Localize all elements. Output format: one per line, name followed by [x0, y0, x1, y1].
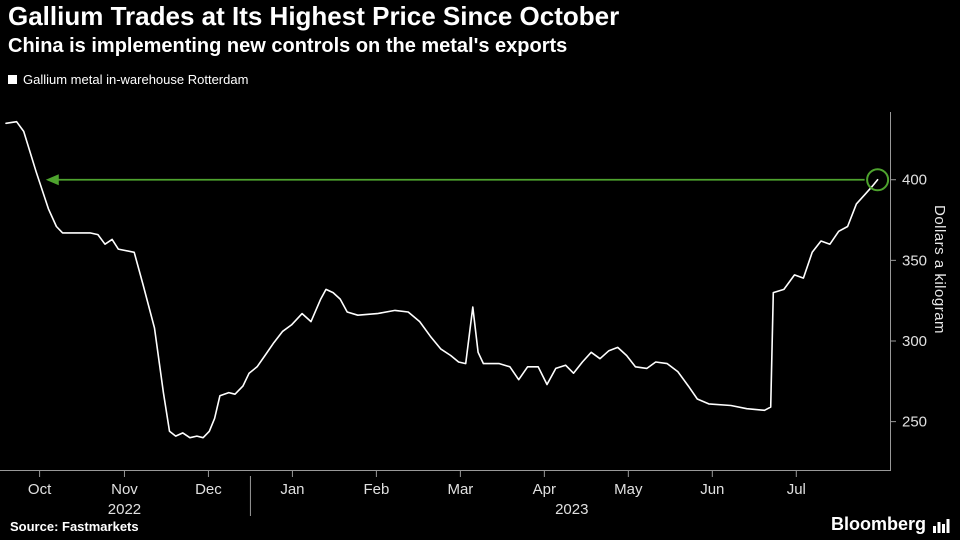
chart-title: Gallium Trades at Its Highest Price Sinc…	[8, 1, 620, 31]
x-tick-label: Dec	[195, 481, 222, 498]
x-tick-label: May	[614, 481, 643, 498]
x-tick-label: Nov	[111, 481, 138, 498]
year-label: 2022	[108, 501, 141, 518]
x-tick-label: Feb	[363, 481, 389, 498]
x-tick-label: Jan	[280, 481, 304, 498]
annotation-arrowhead	[45, 174, 59, 186]
annotation-highlight-circle	[866, 168, 890, 192]
legend-swatch-icon	[8, 75, 17, 84]
legend: Gallium metal in-warehouse Rotterdam	[8, 72, 248, 87]
chart-subtitle: China is implementing new controls on th…	[8, 35, 568, 57]
bloomberg-watermark: Bloomberg	[831, 514, 950, 535]
x-tick-label: Jun	[700, 481, 724, 498]
y-tick-label: 400	[902, 172, 927, 189]
year-label: 2023	[555, 501, 588, 518]
x-tick-label: Apr	[533, 481, 556, 498]
x-tick-label: Mar	[447, 481, 473, 498]
x-tick-label: Oct	[28, 481, 52, 498]
bloomberg-wordmark: Bloomberg	[830, 514, 926, 534]
y-tick-label: 350	[902, 252, 927, 269]
y-tick-label: 300	[902, 333, 927, 350]
source-attribution: Source: Fastmarkets	[10, 519, 139, 534]
x-tick-label: Jul	[787, 481, 806, 498]
price-series-line	[5, 120, 879, 439]
y-axis-title: Dollars a kilogram	[931, 205, 948, 335]
y-tick-label: 250	[902, 414, 927, 431]
bloomberg-logo-icon	[933, 518, 950, 533]
legend-label: Gallium metal in-warehouse Rotterdam	[23, 72, 249, 87]
